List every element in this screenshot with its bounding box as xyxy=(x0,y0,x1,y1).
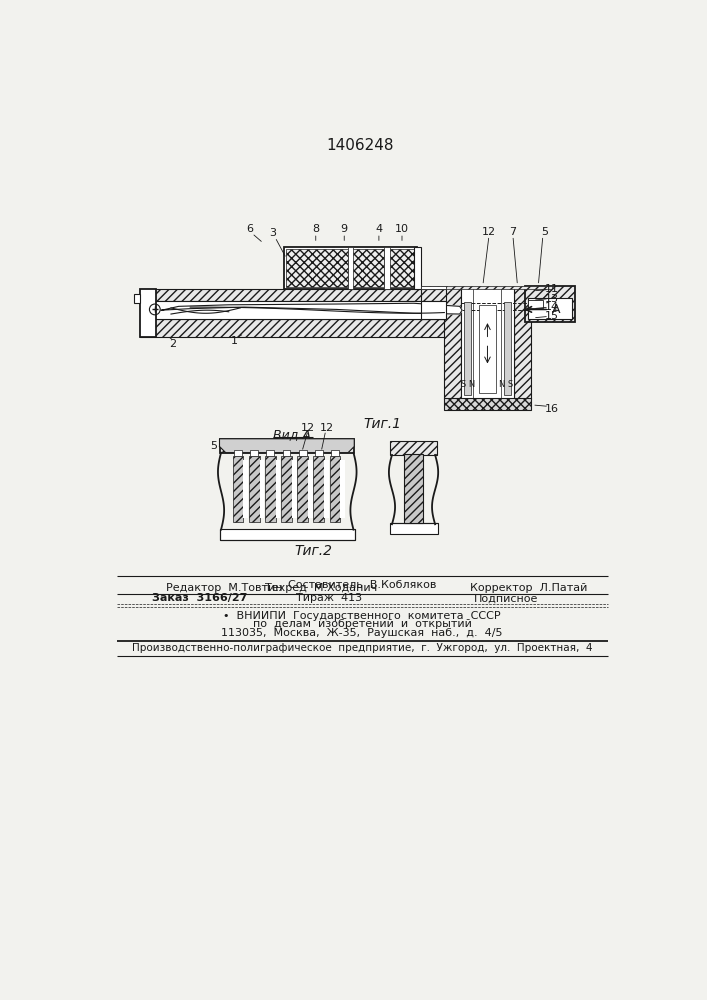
Text: 12: 12 xyxy=(482,227,496,237)
Text: Техред  М.Ходанич: Техред М.Ходанич xyxy=(265,583,378,593)
Text: Тираж  413: Тираж 413 xyxy=(296,593,362,603)
Bar xyxy=(331,450,339,456)
Bar xyxy=(325,460,329,518)
Text: 2: 2 xyxy=(169,339,176,349)
Text: 14: 14 xyxy=(545,302,559,312)
Text: S N: S N xyxy=(461,380,475,389)
Text: N S: N S xyxy=(499,380,513,389)
Text: 16: 16 xyxy=(545,404,559,414)
Bar xyxy=(284,247,416,289)
Bar xyxy=(233,456,243,522)
Bar xyxy=(292,460,296,518)
Bar xyxy=(444,287,461,399)
Bar xyxy=(329,456,340,522)
Bar xyxy=(299,450,307,456)
Text: Составитель  В.Кобляков: Составитель В.Кобляков xyxy=(288,580,436,590)
Bar xyxy=(315,450,322,456)
Text: 12: 12 xyxy=(301,423,315,433)
Bar xyxy=(390,441,437,455)
Bar xyxy=(421,289,446,301)
Bar xyxy=(250,450,258,456)
Text: 9: 9 xyxy=(341,224,348,234)
Bar xyxy=(313,456,325,522)
Bar xyxy=(308,460,312,518)
Polygon shape xyxy=(161,303,462,314)
Bar xyxy=(404,454,423,523)
Bar xyxy=(259,460,264,518)
Text: 7: 7 xyxy=(509,227,516,237)
Bar xyxy=(503,302,511,395)
Bar xyxy=(421,286,446,289)
Bar xyxy=(283,450,291,456)
Bar xyxy=(444,398,530,410)
Text: Подписное: Подписное xyxy=(474,593,538,603)
Bar xyxy=(134,294,140,303)
Bar xyxy=(421,286,552,289)
Text: 13: 13 xyxy=(545,294,559,304)
Text: 113035,  Москва,  Ж-35,  Раушская  наб.,  д.  4/5: 113035, Москва, Ж-35, Раушская наб., д. … xyxy=(221,628,503,638)
Text: Заказ  3166/27: Заказ 3166/27 xyxy=(152,593,247,603)
Text: 12: 12 xyxy=(320,423,334,433)
Text: 4: 4 xyxy=(375,224,382,234)
Text: Производственно-полиграфическое  предприятие,  г.  Ужгород,  ул.  Проектная,  4: Производственно-полиграфическое предприя… xyxy=(132,643,592,653)
Bar xyxy=(340,460,345,518)
Bar xyxy=(414,247,421,289)
Text: A: A xyxy=(551,303,560,316)
Bar xyxy=(421,301,446,319)
Text: Τиг.1: Τиг.1 xyxy=(363,417,402,431)
Bar xyxy=(479,305,496,393)
Text: 5: 5 xyxy=(541,227,548,237)
Text: 6: 6 xyxy=(246,224,253,234)
Bar xyxy=(276,460,281,518)
Bar xyxy=(234,450,242,456)
Bar xyxy=(514,287,530,399)
Text: Вид A: Вид A xyxy=(273,428,311,441)
Text: Редактор  М.Товтин: Редактор М.Товтин xyxy=(165,583,282,593)
Bar xyxy=(464,302,472,395)
Text: Корректор  Л.Патай: Корректор Л.Патай xyxy=(470,583,588,593)
Bar xyxy=(286,249,348,287)
Text: 3: 3 xyxy=(269,228,276,238)
Bar xyxy=(281,456,292,522)
Text: 11: 11 xyxy=(545,284,559,294)
Text: 1: 1 xyxy=(230,336,238,346)
Bar xyxy=(140,289,469,301)
Bar xyxy=(219,529,355,540)
Bar xyxy=(154,301,462,319)
Bar xyxy=(348,247,354,289)
Text: •  ВНИИПИ  Государственного  комитета  СССР: • ВНИИПИ Государственного комитета СССР xyxy=(223,611,501,621)
Bar xyxy=(140,289,156,337)
Bar xyxy=(387,249,414,287)
Bar xyxy=(390,523,438,534)
Bar xyxy=(267,450,274,456)
Bar xyxy=(385,247,390,289)
Text: 10: 10 xyxy=(395,224,409,234)
Text: по  делам  изобретений  и  открытий: по делам изобретений и открытий xyxy=(252,619,472,629)
Bar xyxy=(265,456,276,522)
Text: 15: 15 xyxy=(545,311,559,321)
Text: 8: 8 xyxy=(312,224,320,234)
Text: 1406248: 1406248 xyxy=(326,138,393,153)
Polygon shape xyxy=(219,439,354,453)
Bar xyxy=(249,456,259,522)
Bar xyxy=(527,300,543,308)
Bar xyxy=(525,286,575,322)
Bar xyxy=(352,249,385,287)
Bar xyxy=(140,319,469,337)
Bar xyxy=(527,298,572,319)
Bar xyxy=(461,287,514,399)
Bar xyxy=(243,460,248,518)
Text: 5: 5 xyxy=(210,441,217,451)
Bar xyxy=(219,439,354,453)
Bar xyxy=(297,456,308,522)
Text: Τиг.2: Τиг.2 xyxy=(294,544,332,558)
